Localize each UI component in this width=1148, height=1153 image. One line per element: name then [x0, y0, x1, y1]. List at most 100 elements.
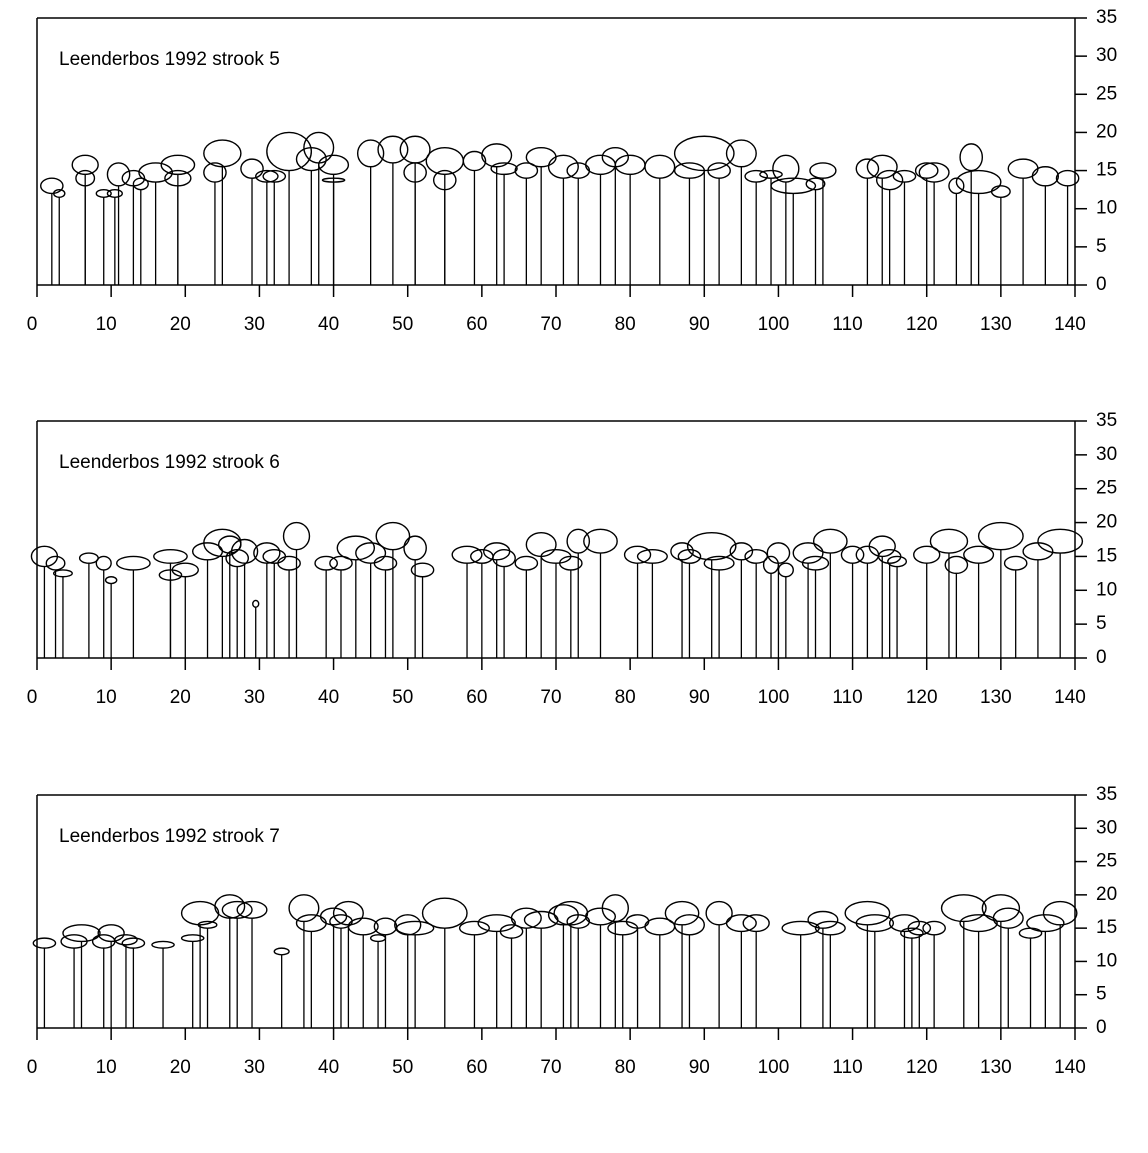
crown: [262, 169, 287, 183]
x-tick-label: 100: [758, 687, 790, 708]
x-tick-label: 100: [758, 1057, 790, 1078]
x-tick-label: 90: [689, 314, 710, 335]
y-tick-label: 30: [1096, 45, 1117, 66]
x-tick-label: 120: [906, 687, 938, 708]
crown: [78, 552, 99, 564]
x-tick-label: 130: [980, 1057, 1012, 1078]
crown: [236, 900, 268, 919]
crown: [959, 143, 984, 172]
x-tick-label: 110: [832, 687, 862, 708]
crown: [395, 920, 435, 936]
crown: [636, 548, 668, 564]
x-tick-label: 40: [318, 687, 339, 708]
crown: [514, 162, 539, 179]
crown: [705, 900, 733, 926]
crown: [601, 894, 629, 923]
crown: [355, 542, 387, 564]
x-tick-label: 50: [392, 687, 413, 708]
crown: [977, 521, 1024, 551]
crown: [673, 914, 705, 936]
x-tick-label: 30: [244, 687, 265, 708]
y-tick-label: 15: [1096, 917, 1117, 938]
y-tick-label: 35: [1096, 7, 1117, 28]
crown: [844, 900, 891, 926]
crown: [781, 920, 820, 936]
crown: [525, 146, 557, 168]
crown: [670, 542, 694, 561]
y-tick-label: 20: [1096, 884, 1117, 905]
crown: [759, 169, 783, 179]
crown: [318, 154, 350, 176]
x-tick-label: 10: [96, 1057, 117, 1078]
crown: [559, 555, 583, 571]
crown: [868, 535, 896, 558]
crown: [707, 162, 731, 179]
x-tick-label: 80: [615, 687, 636, 708]
crown: [1055, 169, 1080, 187]
crown: [410, 562, 435, 578]
crown: [116, 555, 151, 571]
crown: [197, 920, 218, 929]
crown: [623, 545, 652, 564]
crown: [981, 894, 1021, 923]
crown: [1007, 158, 1039, 179]
crown: [230, 538, 259, 564]
crown: [907, 920, 932, 936]
x-tick-label: 130: [980, 314, 1012, 335]
crown: [164, 169, 192, 187]
crown: [510, 907, 542, 929]
crown: [766, 542, 791, 564]
crown: [138, 162, 174, 183]
crown: [481, 143, 513, 168]
crown: [45, 555, 66, 571]
crown: [948, 177, 965, 195]
x-tick-label: 20: [170, 1057, 191, 1078]
crown: [525, 532, 557, 558]
x-tick-label: 140: [1054, 1057, 1086, 1078]
crown: [399, 135, 431, 164]
crown: [180, 900, 220, 926]
crown: [214, 894, 246, 919]
crown: [255, 169, 279, 183]
crown: [314, 555, 338, 571]
y-tick-label: 0: [1096, 647, 1107, 668]
x-tick-label: 140: [1054, 687, 1086, 708]
y-tick-label: 10: [1096, 579, 1117, 600]
crown: [770, 177, 817, 195]
x-tick-label: 40: [318, 1057, 339, 1078]
crown: [336, 535, 376, 561]
crown: [97, 924, 125, 943]
x-tick-label: 50: [392, 314, 413, 335]
y-tick-label: 25: [1096, 478, 1117, 499]
crown: [373, 555, 398, 571]
crown: [321, 177, 346, 183]
y-tick-label: 0: [1096, 1017, 1107, 1038]
crown: [225, 548, 250, 568]
crown: [1026, 914, 1065, 933]
crown: [151, 940, 175, 949]
crown: [492, 548, 516, 568]
x-tick-label: 10: [96, 687, 117, 708]
crown: [295, 146, 327, 172]
crown: [295, 914, 327, 933]
crown: [812, 528, 848, 554]
crown: [106, 188, 123, 198]
crown: [792, 542, 824, 564]
crown: [922, 920, 946, 936]
crown: [875, 169, 904, 191]
y-tick-label: 15: [1096, 160, 1117, 181]
crown: [1003, 555, 1028, 571]
crown: [266, 131, 313, 172]
y-tick-label: 10: [1096, 950, 1117, 971]
x-tick-label: 30: [244, 1057, 265, 1078]
crown: [900, 927, 924, 939]
crown: [992, 907, 1024, 929]
crown: [686, 532, 737, 561]
crown: [329, 555, 353, 571]
y-tick-label: 30: [1096, 444, 1117, 465]
x-tick-label: 80: [615, 1057, 636, 1078]
x-tick-label: 0: [27, 687, 38, 708]
crown: [421, 897, 468, 929]
crown: [240, 158, 264, 179]
crown: [892, 169, 917, 183]
